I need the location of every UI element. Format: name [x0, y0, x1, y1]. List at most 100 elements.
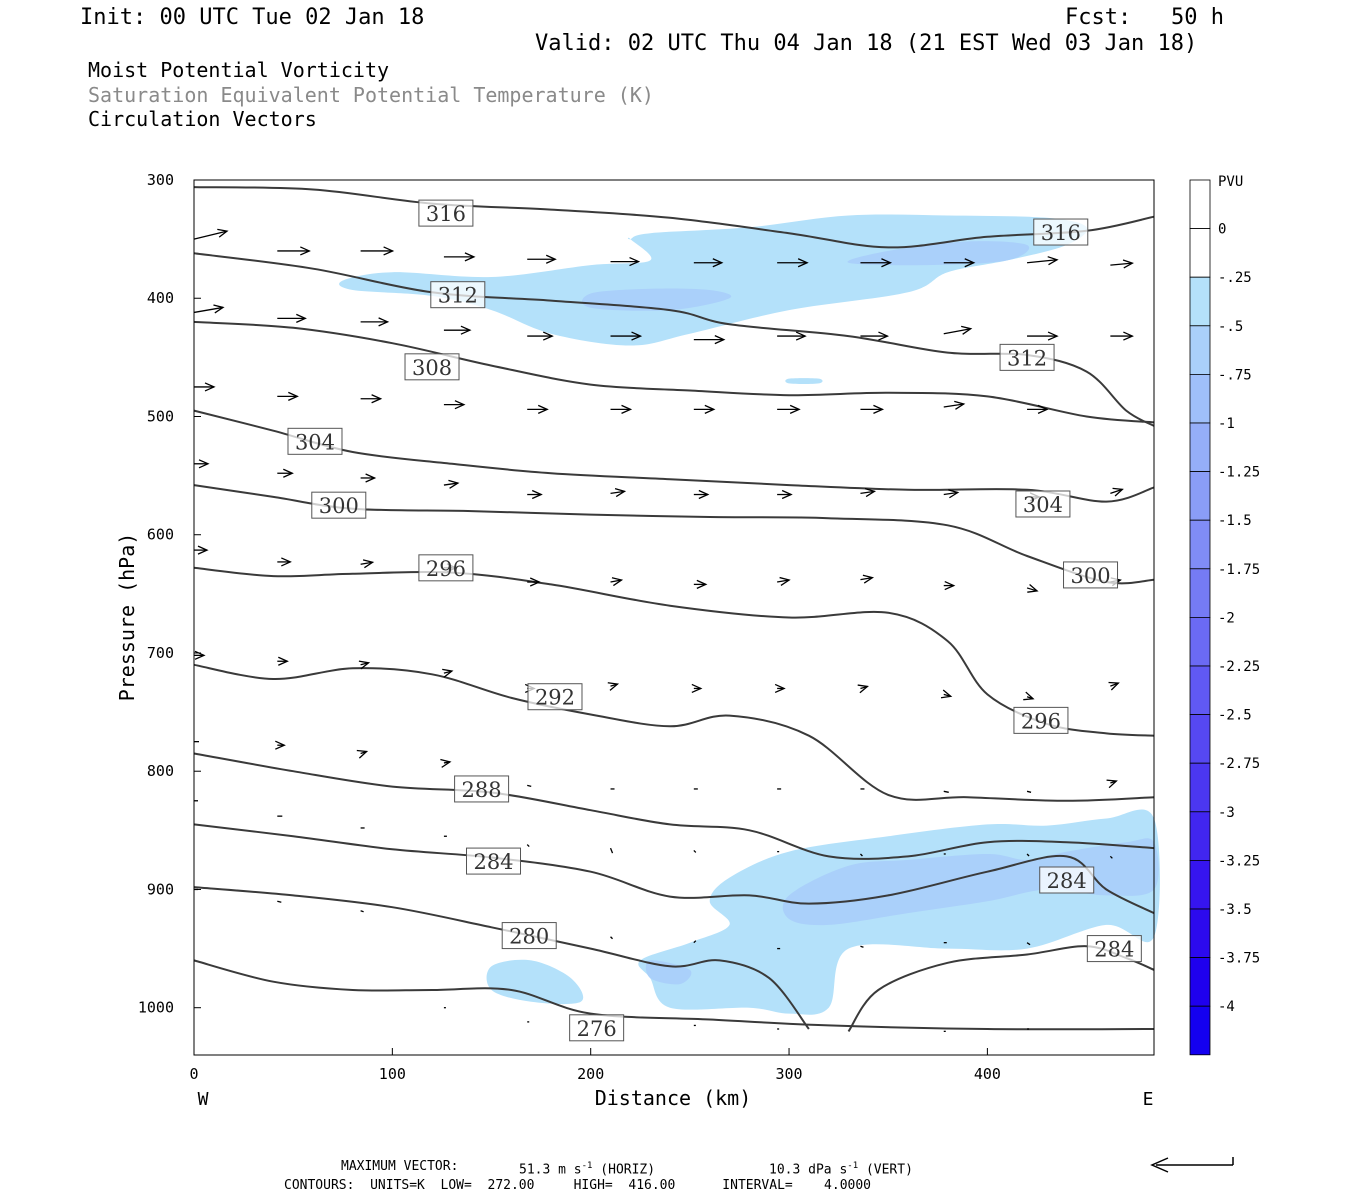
theta-contour-296-5 — [193, 566, 1155, 737]
colorbar-swatch-5 — [1189, 422, 1211, 472]
contour-label-312-0: 312 — [430, 281, 486, 309]
forecast-hour: Fcst: 50 h — [1065, 5, 1224, 30]
svg-text:304: 304 — [295, 430, 335, 454]
circulation-vector-19 — [777, 331, 807, 341]
y-tick-label-1000: 1000 — [138, 999, 174, 1017]
colorbar-swatch-2 — [1189, 276, 1211, 327]
colorbar-label-10: -2.5 — [1218, 708, 1252, 724]
colorbar-label-15: -3.75 — [1218, 951, 1260, 967]
circulation-vector-61 — [358, 660, 371, 670]
y-tick-label-300: 300 — [147, 171, 174, 189]
colorbar-swatch-10 — [1189, 665, 1211, 715]
y-tick-label-700: 700 — [147, 644, 174, 662]
colorbar-swatch-4 — [1189, 373, 1211, 424]
circulation-vector-13 — [277, 313, 307, 323]
y-tick-label-500: 500 — [147, 407, 174, 425]
circulation-vector-18 — [693, 335, 726, 345]
circulation-vector-47 — [194, 545, 209, 555]
pv-colorbar: 0 -.25 -.5 -.75 -1 -1.25 -1.5 -1.75 -2 -2.25 -2.5 -… — [1189, 179, 1260, 1056]
theta-contour-288-7 — [193, 752, 1155, 860]
circulation-vector-89 — [693, 849, 697, 853]
svg-text:312: 312 — [438, 284, 478, 308]
y-tick-label-800: 800 — [147, 762, 174, 780]
circulation-vector-67 — [857, 684, 869, 694]
contour-label-304-1: 304 — [1015, 490, 1071, 518]
circulation-vector-103 — [1026, 942, 1031, 946]
max-vector-label: MAXIMUM VECTOR: — [341, 1159, 459, 1174]
max-vector-vert: 10.3 dPa s-1 (VERT) — [769, 1161, 913, 1178]
circulation-vector-29 — [610, 404, 633, 414]
y-axis: 300 400 500 600 700 800 900 1000 — [138, 171, 201, 1017]
circulation-vector-22 — [1027, 331, 1059, 341]
field-title-mpv: Moist Potential Vorticity — [88, 58, 390, 82]
circulation-vector-32 — [860, 404, 885, 414]
circulation-vector-41 — [693, 489, 710, 500]
circulation-vector-1 — [277, 246, 311, 256]
x-tick-label-300: 300 — [775, 1065, 802, 1083]
theta-contour-316-0 — [193, 186, 1155, 249]
circulation-vector-3 — [443, 252, 476, 262]
svg-text:300: 300 — [319, 494, 359, 518]
colorbar-swatch-6 — [1189, 471, 1211, 521]
svg-text:312: 312 — [1007, 346, 1047, 370]
contour-label-288-0: 288 — [454, 775, 510, 803]
svg-text:316: 316 — [1041, 221, 1081, 245]
y-axis-label: Pressure (hPa) — [115, 533, 139, 702]
circulation-vector-11 — [1110, 259, 1134, 269]
colorbar-label-9: -2.25 — [1218, 659, 1260, 675]
theta-contour-284-8 — [193, 823, 1155, 914]
circulation-vector-54 — [777, 576, 791, 586]
theta-contour-312-1 — [193, 252, 1155, 427]
circulation-vector-21 — [943, 325, 973, 335]
svg-text:308: 308 — [412, 356, 452, 380]
colorbar-label-1: -.25 — [1218, 270, 1252, 286]
circulation-vector-70 — [1108, 681, 1120, 691]
contour-label-300-0: 300 — [311, 491, 367, 519]
circulation-vector-98 — [610, 936, 613, 940]
circulation-vector-56 — [943, 580, 956, 591]
circulation-vector-24 — [194, 382, 216, 392]
colorbar-swatch-8 — [1189, 568, 1211, 618]
pv-region-2 — [847, 241, 1030, 266]
contour-label-296-0: 296 — [418, 554, 474, 582]
pv-region-4 — [782, 838, 1159, 926]
circulation-vector-73 — [356, 749, 369, 759]
colorbar-swatch-17 — [1189, 1005, 1211, 1056]
svg-text:300: 300 — [1070, 564, 1110, 588]
theta-contour-304-3 — [193, 409, 1155, 503]
circulation-vector-40 — [610, 488, 627, 498]
circulation-vector-39 — [527, 489, 543, 500]
circulation-vector-46 — [1110, 487, 1124, 497]
circulation-vector-48 — [277, 557, 292, 567]
circulation-vector-27 — [443, 400, 466, 410]
contour-label-300-1: 300 — [1063, 561, 1119, 589]
contour-label-284-1: 284 — [1039, 866, 1095, 894]
circulation-vector-88 — [609, 847, 614, 854]
circulation-vector-74 — [440, 758, 452, 768]
circulation-vector-99 — [693, 940, 697, 944]
pv-region-0 — [339, 214, 1088, 346]
svg-text:316: 316 — [426, 202, 466, 226]
contour-label-292-0: 292 — [527, 683, 583, 711]
circulation-vector-2 — [360, 246, 395, 256]
x-axis-label: Distance (km) — [595, 1086, 752, 1110]
colorbar-label-2: -.5 — [1218, 319, 1243, 335]
y-tick-label-900: 900 — [147, 880, 174, 898]
circulation-vector-66 — [774, 683, 786, 694]
max-vector-horiz: 51.3 m s-1 (HORIZ) — [519, 1161, 656, 1178]
colorbar-label-6: -1.5 — [1218, 513, 1252, 529]
colorbar-title: PVU — [1218, 174, 1243, 190]
circulation-vector-38 — [443, 479, 460, 489]
circulation-vector-82 — [1106, 779, 1118, 789]
circulation-vector-53 — [693, 579, 708, 589]
circulation-vector-81 — [1026, 790, 1032, 793]
circulation-vector-8 — [860, 258, 893, 268]
circulation-vector-7 — [777, 258, 809, 268]
colorbar-swatch-14 — [1189, 860, 1211, 910]
field-title-theta: Saturation Equivalent Potential Temperat… — [88, 83, 654, 107]
theta-contour-280-9 — [193, 886, 810, 1030]
contour-label-304-0: 304 — [287, 427, 343, 455]
colorbar-label-11: -2.75 — [1218, 756, 1260, 772]
svg-text:296: 296 — [426, 557, 466, 581]
contour-label-280-0: 280 — [501, 922, 557, 950]
